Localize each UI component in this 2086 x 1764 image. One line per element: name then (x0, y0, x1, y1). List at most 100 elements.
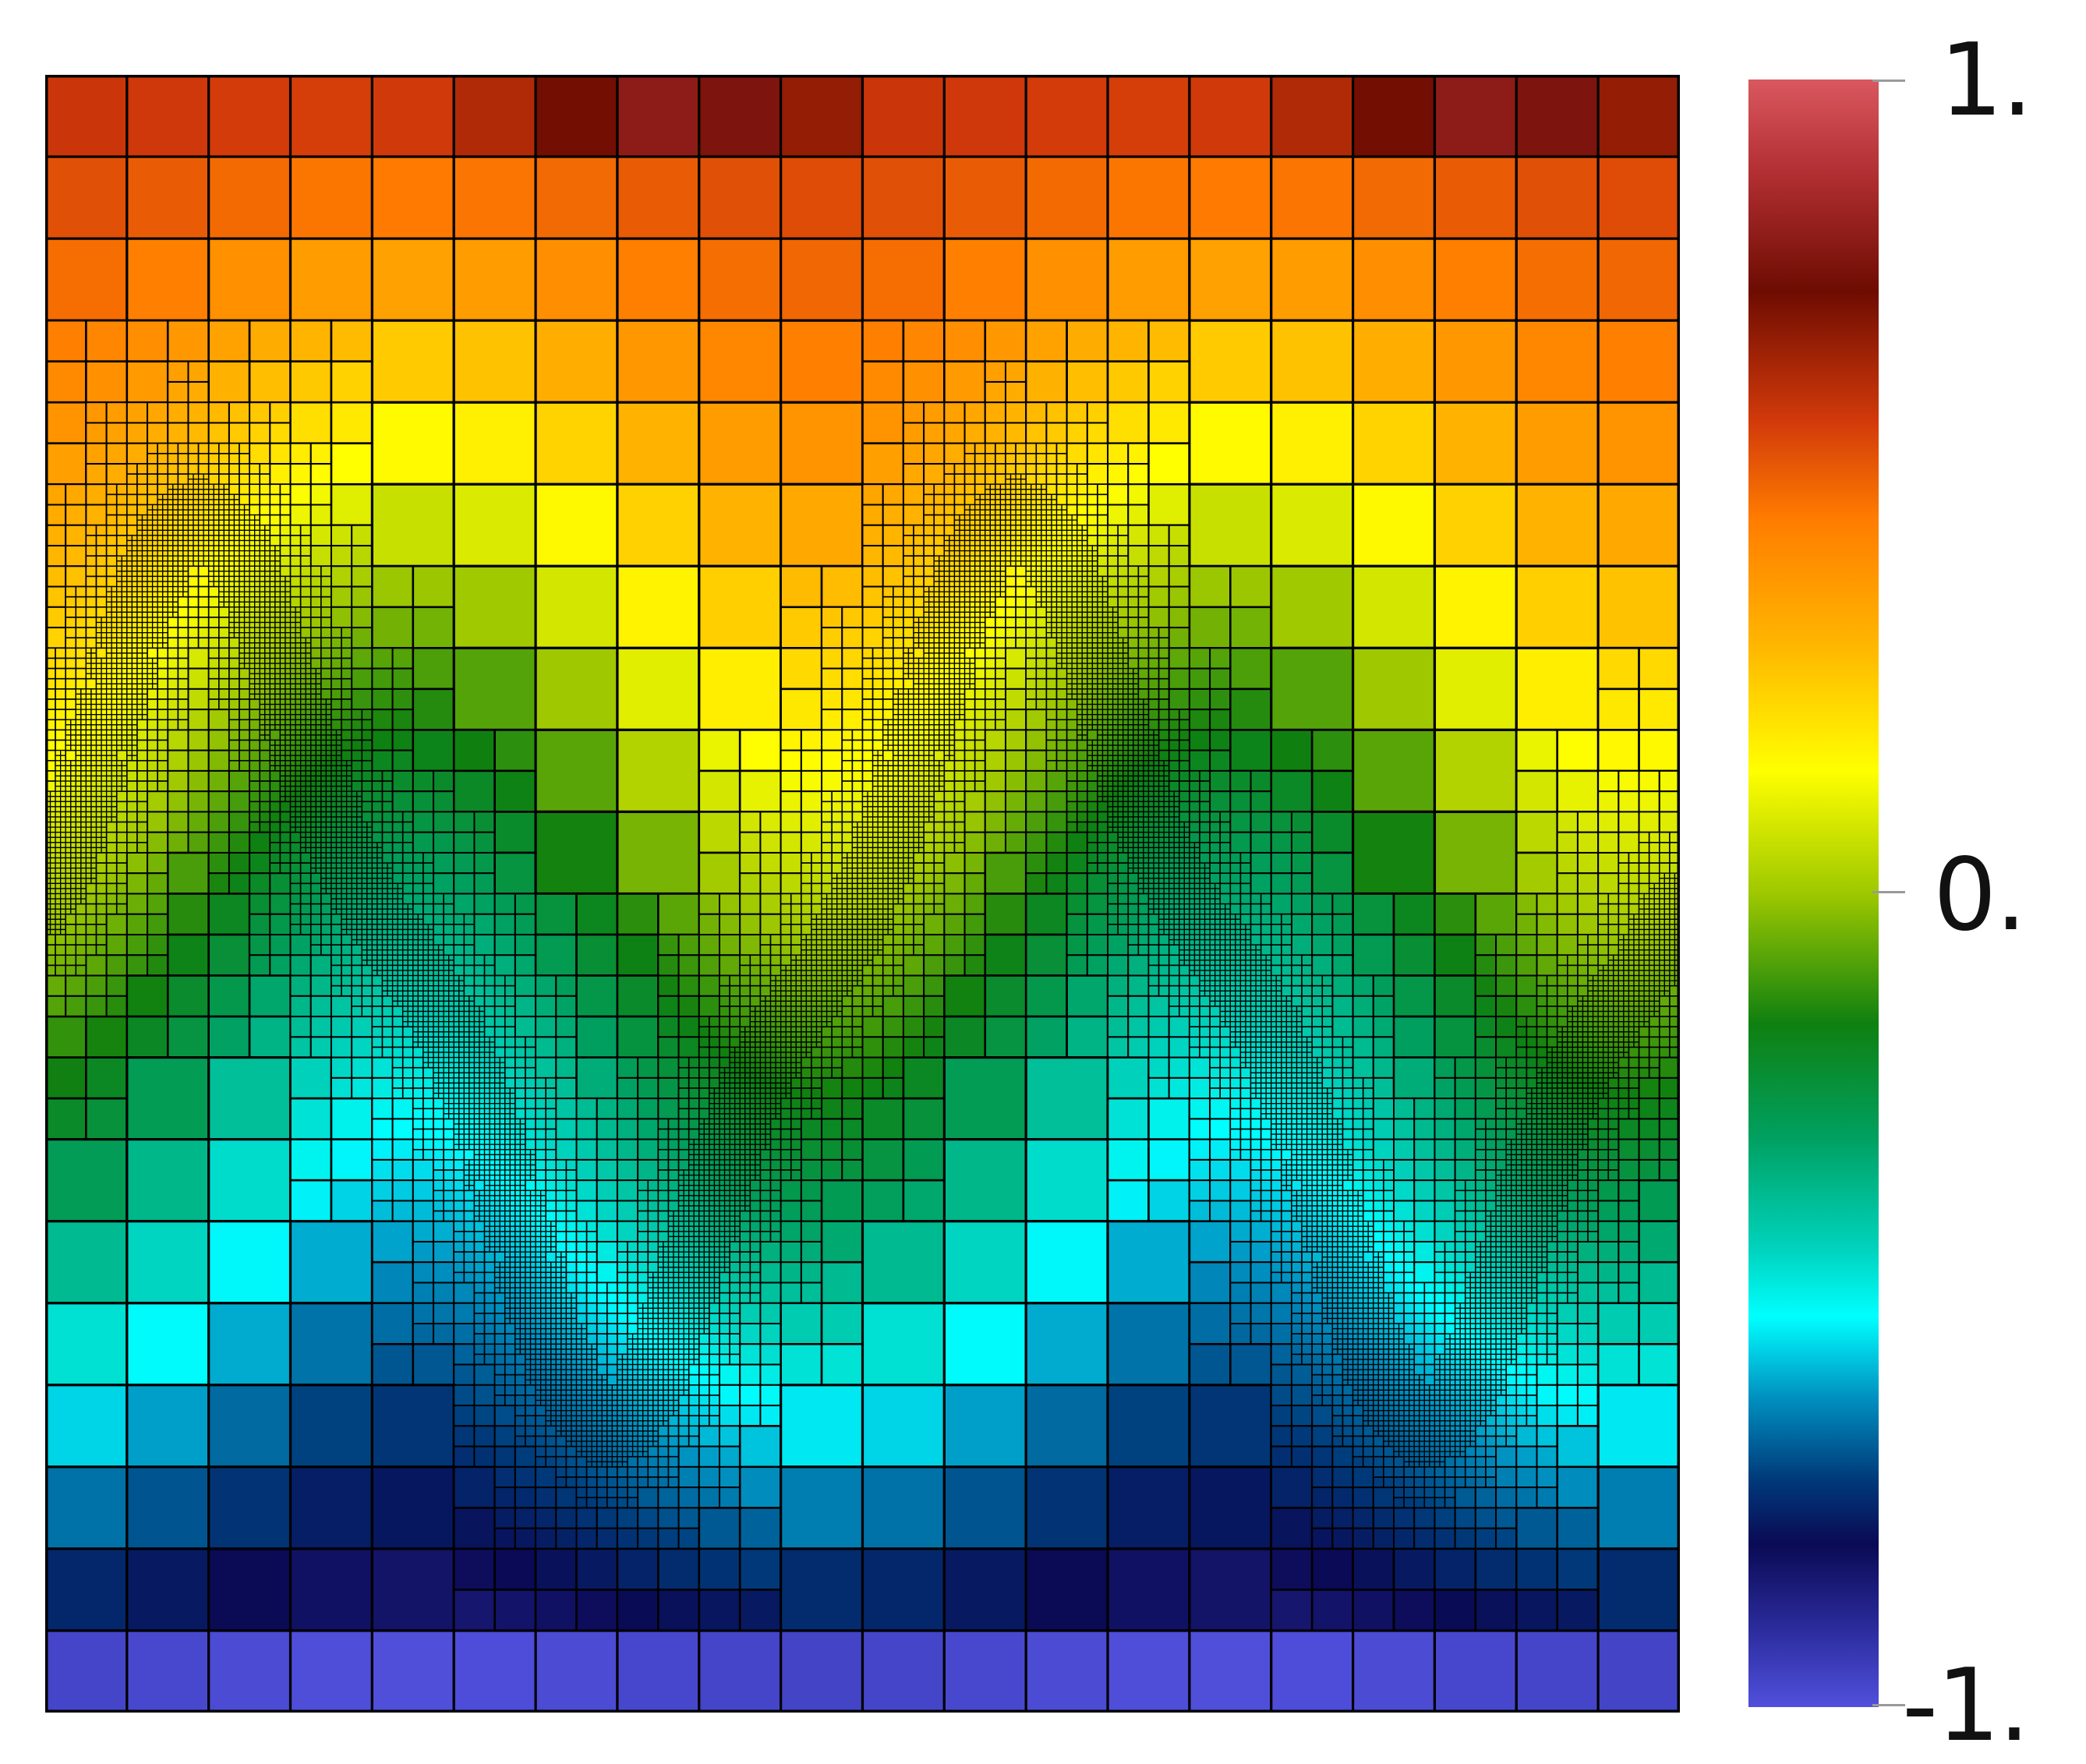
mesh-cell (1025, 535, 1032, 542)
mesh-cell (289, 683, 296, 690)
mesh-cell (1091, 591, 1098, 598)
mesh-cell (1163, 765, 1170, 772)
mesh-cell (131, 642, 138, 649)
mesh-cell (939, 785, 946, 792)
mesh-cell (953, 545, 960, 552)
mesh-cell (279, 703, 286, 710)
mesh-cell (1158, 749, 1170, 762)
mesh-cell (147, 504, 154, 511)
mesh-cell (254, 667, 260, 674)
mesh-cell (162, 585, 168, 592)
mesh-cell (1081, 581, 1088, 588)
mesh-cell (218, 550, 225, 557)
mesh-cell (218, 525, 225, 531)
mesh-cell (1055, 539, 1062, 546)
mesh-cell (928, 585, 935, 592)
mesh-cell (177, 657, 189, 670)
mesh-cell (1133, 724, 1140, 731)
mesh-cell (1071, 591, 1078, 598)
mesh-cell (285, 719, 292, 726)
mesh-cell (289, 504, 312, 526)
mesh-cell (157, 525, 164, 531)
mesh-cell (121, 601, 128, 608)
mesh-cell (780, 237, 864, 322)
mesh-cell (213, 483, 220, 490)
mesh-cell (167, 585, 174, 592)
mesh-cell (1055, 632, 1062, 638)
mesh-cell (65, 796, 72, 802)
mesh-cell (90, 775, 97, 782)
mesh-cell (974, 719, 986, 731)
mesh-cell (193, 499, 200, 506)
mesh-cell (151, 667, 158, 674)
mesh-cell (1137, 617, 1150, 628)
mesh-cell (1153, 765, 1160, 772)
mesh-cell (90, 673, 97, 680)
mesh-cell (1351, 646, 1437, 731)
mesh-cell (1112, 744, 1119, 751)
mesh-cell (1127, 524, 1150, 547)
mesh-cell (157, 504, 164, 511)
mesh-cell (228, 739, 240, 751)
mesh-cell (116, 703, 122, 710)
mesh-cell (295, 667, 302, 674)
mesh-cell (131, 571, 138, 578)
mesh-cell (136, 780, 148, 792)
mesh-cell (698, 483, 783, 567)
mesh-cell (136, 560, 143, 567)
mesh-cell (213, 499, 220, 506)
mesh-cell (897, 796, 904, 802)
mesh-cell (105, 514, 118, 526)
mesh-cell (208, 519, 214, 526)
mesh-cell (1147, 739, 1154, 746)
mesh-cell (264, 581, 270, 588)
mesh-cell (85, 688, 92, 695)
mesh-cell (177, 585, 184, 592)
mesh-cell (295, 755, 302, 762)
mesh-cell (371, 709, 394, 731)
mesh-cell (1097, 627, 1104, 634)
mesh-cell (913, 617, 920, 624)
mesh-cell (1081, 585, 1088, 592)
mesh-cell (49, 862, 56, 869)
mesh-cell (1009, 509, 1016, 516)
mesh-cell (1143, 801, 1150, 808)
mesh-cell (1168, 709, 1180, 721)
mesh-cell (90, 811, 97, 818)
mesh-cell (162, 596, 168, 603)
mesh-cell (300, 714, 306, 720)
mesh-cell (162, 611, 168, 618)
mesh-cell (917, 693, 925, 700)
mesh-cell (999, 565, 1006, 572)
mesh-cell (1041, 493, 1048, 500)
mesh-cell (325, 698, 332, 705)
mesh-cell (264, 555, 270, 562)
mesh-cell (331, 734, 338, 741)
mesh-cell (933, 637, 940, 644)
mesh-cell (259, 529, 266, 536)
mesh-cell (259, 535, 266, 542)
mesh-cell (65, 504, 87, 526)
mesh-cell (995, 550, 1002, 557)
mesh-cell (147, 627, 154, 634)
mesh-cell (90, 847, 97, 854)
mesh-cell (1107, 535, 1119, 546)
mesh-cell (872, 780, 879, 787)
mesh-cell (1123, 709, 1129, 716)
mesh-cell (923, 585, 930, 592)
mesh-cell (203, 539, 210, 546)
mesh-cell (452, 564, 537, 649)
mesh-cell (923, 796, 930, 802)
mesh-cell (1081, 565, 1088, 572)
mesh-cell (1101, 796, 1108, 802)
mesh-cell (949, 545, 956, 552)
mesh-cell (325, 796, 332, 802)
mesh-cell (974, 499, 981, 506)
mesh-cell (1097, 724, 1104, 731)
mesh-cell (841, 759, 854, 772)
mesh-cell (141, 627, 148, 634)
mesh-cell (136, 565, 143, 572)
mesh-cell (269, 801, 281, 813)
mesh-cell (933, 765, 940, 772)
mesh-cell (1009, 525, 1016, 531)
